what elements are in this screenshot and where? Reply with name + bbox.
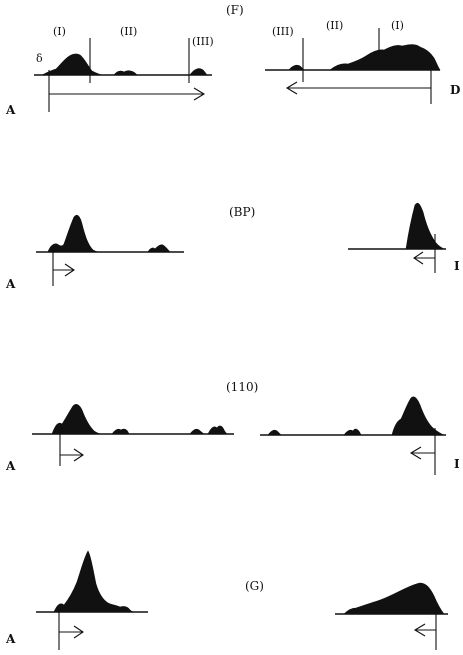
panel-f-left-endpoint: A [5,103,16,117]
panel-f-right-region-2: (II) [326,19,343,32]
panel-110-left-endpoint: A [5,459,16,473]
panel-110-right-peak-2 [343,428,362,436]
panel-f-right-peak-1 [288,64,305,71]
panel-f: (F) (I) (II) (III) δ A (III) (II) (I) D [5,3,460,117]
panel-f-delta-marker: δ [36,52,43,65]
panel-bp-right-endpoint: I [454,259,460,273]
panel-f-left-region-2: (II) [120,25,137,38]
panel-110-left-peak-1 [51,404,103,435]
panel-bp-right-arrow-head [413,251,424,265]
panel-110-right-peak-3 [391,396,445,436]
panel-g-right-peak-1 [343,582,445,615]
panel-f-left-arrow-head [193,87,206,101]
panel-g-left-arrow-head [73,625,84,639]
panel-g-title: (G) [245,579,264,593]
panel-f-left-peak-3 [189,68,208,76]
panel-f-right-peak-2 [329,44,441,71]
panel-bp-left-peak-2 [147,244,171,253]
panel-f-title: (F) [226,3,244,17]
panel-bp-title: (BP) [229,205,255,219]
panel-f-right-region-3: (I) [391,19,404,32]
panel-f-left-peak-1 [41,53,103,76]
panel-110-right-arrow-head [409,446,422,460]
panel-g: (G) A [5,550,448,650]
panel-110-title: (110) [226,380,258,394]
panel-bp-left-endpoint: A [5,277,16,291]
panel-f-right-endpoint: D [450,83,460,97]
panel-bp-right-peak-1 [405,202,445,250]
panel-bp: (BP) A I [5,202,460,291]
panel-bp-left-peak-1 [47,214,100,253]
panel-110-left-arrow-head [73,448,84,462]
panel-110: (110) A I [5,380,460,475]
panel-f-left-region-1: (I) [53,25,66,38]
panel-g-right-arrow-head [413,623,426,637]
panel-f-right-arrow-head [285,81,298,95]
panel-bp-left-arrow-head [64,263,75,277]
panel-f-left-region-3: (III) [192,35,214,48]
panel-f-left-peak-2 [113,70,138,76]
panel-110-right-endpoint: I [454,457,460,471]
panel-g-left-peak-1 [53,550,135,613]
panel-g-left-endpoint: A [5,632,16,646]
panel-110-right-peak-1 [267,429,282,436]
panel-f-right-region-1: (III) [272,25,294,38]
panel-110-left-peak-4 [207,425,228,435]
panel-110-left-peak-2 [111,428,130,435]
panel-110-left-peak-3 [189,428,205,435]
